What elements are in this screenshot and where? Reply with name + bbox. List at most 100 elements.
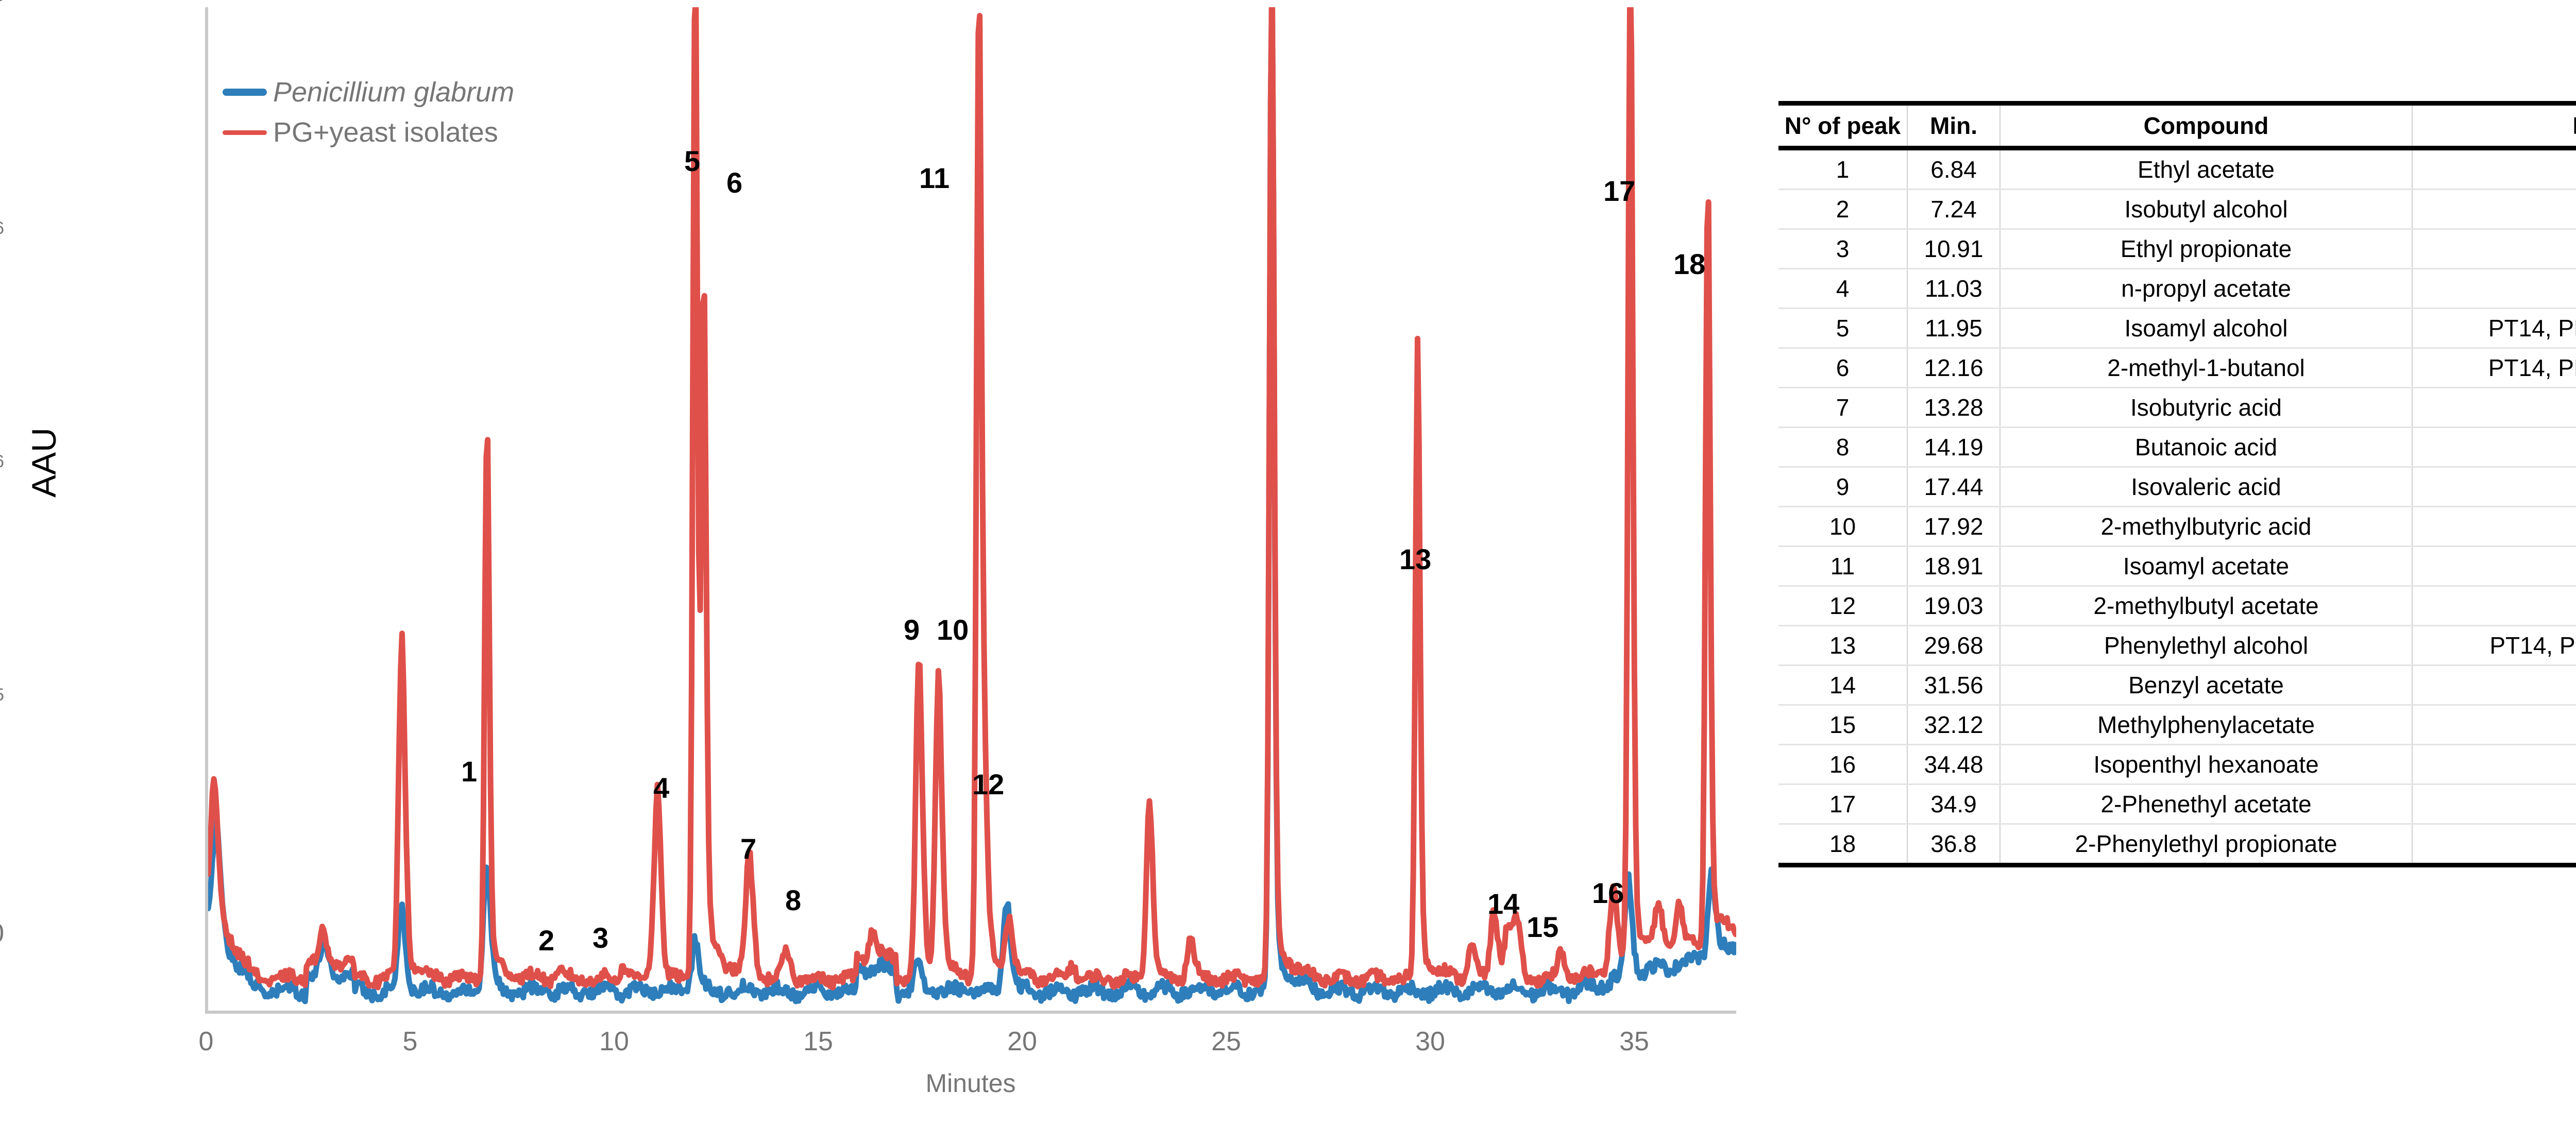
column-header-peak: N° of peak (1778, 101, 1908, 150)
cell-compound: Isoamyl alcohol (1999, 308, 2413, 349)
cell-compound: Ethyl acetate (1999, 148, 2413, 190)
cell-producer-strain: PK18 (2412, 546, 2576, 587)
cell-compound: Isobutyric acid (1999, 387, 2413, 428)
cell-peak-number: 15 (1778, 705, 1908, 745)
peak-label-11: 11 (919, 162, 950, 194)
cell-compound: n-propyl acetate (1999, 268, 2413, 309)
cell-peak-number: 18 (1778, 824, 1908, 867)
cell-retention-time: 13.28 (1907, 387, 2001, 428)
cell-producer-strain: PT14, PK18, HV21, AP31, HU35 (2412, 308, 2576, 349)
cell-retention-time: 12.16 (1907, 348, 2001, 388)
x-axis-title: Minutes (925, 1069, 1016, 1098)
peak-label-17: 17 (1603, 175, 1636, 207)
cell-retention-time: 31.56 (1907, 665, 2001, 706)
cell-compound: 2-methylbutyric acid (1999, 506, 2413, 547)
cell-compound: Butanoic acid (1999, 427, 2413, 468)
cell-producer-strain: PK18 (2412, 784, 2576, 825)
column-header-strain: Producer strain (2412, 101, 2576, 150)
cell-peak-number: 14 (1778, 665, 1908, 706)
cell-retention-time: 14.19 (1907, 427, 2001, 468)
column-header-compound: Compound (1999, 101, 2413, 150)
trace-svg (208, 7, 1736, 1011)
cell-peak-number: 17 (1778, 784, 1908, 825)
cell-retention-time: 32.12 (1907, 705, 2001, 745)
cell-retention-time: 7.24 (1907, 189, 2001, 230)
cell-producer-strain: PK18 (2412, 586, 2576, 626)
x-tick-label: 0 (198, 1027, 214, 1056)
cell-peak-number: 11 (1778, 546, 1908, 587)
cell-peak-number: 9 (1778, 467, 1908, 507)
cell-peak-number: 12 (1778, 586, 1908, 626)
series-pg-yeast-isolates (208, 7, 1736, 987)
cell-peak-number: 13 (1778, 625, 1908, 666)
peak-label-7: 7 (740, 832, 757, 865)
cell-compound: 2-methylbutyl acetate (1999, 586, 2413, 626)
cell-producer-strain: PK18 (2412, 824, 2576, 867)
legend-item-pg-yeast-isolates: PG+yeast isolates (223, 112, 686, 152)
peak-label-3: 3 (592, 922, 609, 954)
cell-retention-time: 19.03 (1907, 586, 2001, 626)
cell-retention-time: 6.84 (1907, 148, 2001, 190)
cell-retention-time: 11.03 (1907, 268, 2001, 309)
cell-producer-strain: PT14 (2412, 467, 2576, 507)
peak-label-6: 6 (726, 166, 743, 199)
cell-retention-time: 36.8 (1907, 824, 2001, 867)
peak-label-5: 5 (684, 145, 701, 177)
y-tick-label: 1.5 x 106 (0, 219, 4, 248)
cell-peak-number: 8 (1778, 427, 1908, 468)
legend-item-penicillium-glabrum: Penicillium glabrum (223, 72, 686, 112)
plot-area (205, 7, 1736, 1014)
x-tick-label: 10 (599, 1027, 629, 1056)
series-penicillium-glabrum (208, 7, 1736, 1001)
compound-table-panel: N° of peak Min. Compound Producer strain… (1778, 101, 2576, 867)
cell-producer-strain: PK18 (2412, 665, 2576, 706)
y-axis-title: AAU (25, 428, 63, 498)
cell-peak-number: 6 (1778, 348, 1908, 388)
column-header-min: Min. (1907, 101, 2001, 150)
legend-label-penicillium-glabrum: Penicillium glabrum (273, 77, 515, 108)
legend-swatch-blue (223, 89, 267, 96)
x-tick-label: 15 (803, 1027, 833, 1056)
peak-label-10: 10 (937, 613, 969, 646)
cell-peak-number: 2 (1778, 189, 1908, 230)
trace-line (208, 7, 1736, 1001)
cell-compound: Methylphenylacetate (1999, 705, 2413, 745)
chart-legend: Penicillium glabrum PG+yeast isolates (223, 72, 686, 152)
cell-peak-number: 1 (1778, 148, 1908, 190)
cell-retention-time: 34.9 (1907, 784, 2001, 825)
compound-table: N° of peak Min. Compound Producer strain… (1778, 101, 2576, 867)
cell-retention-time: 17.44 (1907, 467, 2001, 507)
cell-producer-strain: PK18 (2412, 229, 2576, 269)
cell-retention-time: 34.48 (1907, 744, 2001, 785)
cell-compound: Isovaleric acid (1999, 467, 2413, 507)
cell-producer-strain: PT14 (2412, 427, 2576, 468)
peak-label-9: 9 (904, 613, 920, 646)
cell-producer-strain: PT14 (2412, 705, 2576, 745)
cell-compound: Phenylethyl alcohol (1999, 625, 2413, 666)
cell-producer-strain: PK18 (2412, 268, 2576, 309)
cell-producer-strain: PT14, HU35 (2412, 189, 2576, 230)
legend-label-pg-yeast-isolates: PG+yeast isolates (273, 117, 498, 148)
cell-retention-time: 29.68 (1907, 625, 2001, 666)
x-tick-label: 30 (1415, 1027, 1445, 1056)
cell-retention-time: 10.91 (1907, 229, 2001, 269)
cell-peak-number: 7 (1778, 387, 1908, 428)
cell-compound: 2-Phenylethyl propionate (1999, 824, 2413, 867)
cell-producer-strain: PT14, HU35 (2412, 387, 2576, 428)
peak-label-16: 16 (1592, 877, 1624, 909)
peak-label-12: 12 (972, 768, 1005, 800)
cell-producer-strain: PT14 (2412, 506, 2576, 547)
